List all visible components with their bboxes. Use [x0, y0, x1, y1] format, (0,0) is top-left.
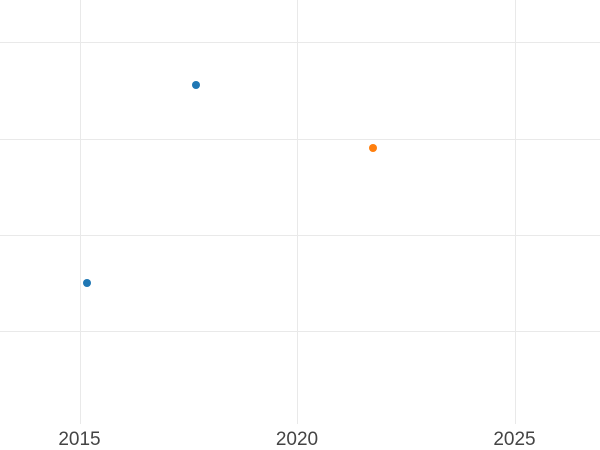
data-point-series-orange: [369, 144, 377, 152]
gridline-vertical: [297, 0, 298, 424]
data-point-series-blue: [83, 279, 91, 287]
x-axis-tick-label: 2015: [58, 429, 101, 450]
gridline-vertical: [514, 0, 516, 424]
x-axis-tick-label: 2020: [275, 429, 319, 450]
x-axis-tick-label: 2025: [493, 429, 536, 450]
gridline-vertical: [79, 0, 81, 424]
data-point-series-blue: [192, 81, 200, 89]
gridline-horizontal: [0, 234, 600, 236]
gridline-horizontal: [0, 330, 600, 332]
gridline-horizontal: [0, 42, 600, 43]
gridline-horizontal: [0, 138, 600, 140]
